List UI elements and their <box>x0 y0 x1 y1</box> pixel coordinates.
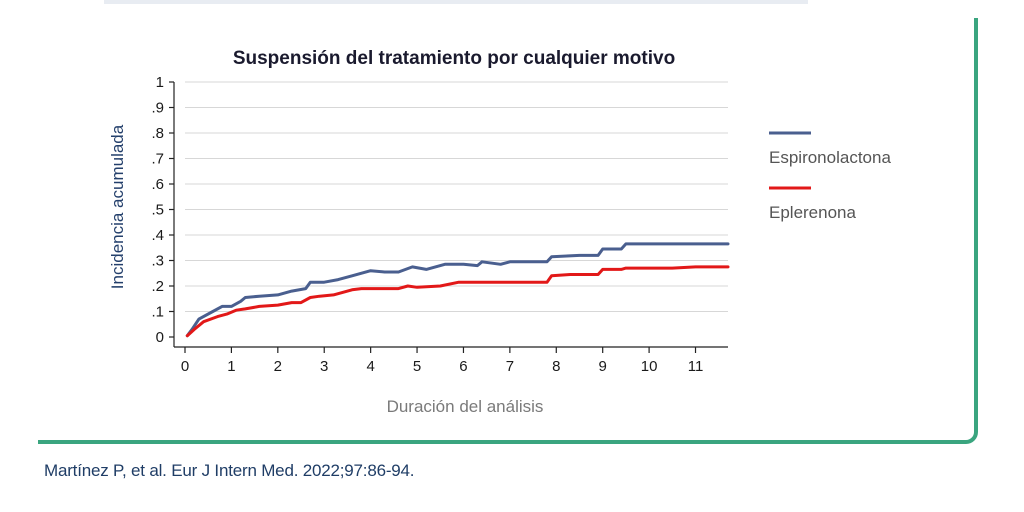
x-tick-label-9: 9 <box>599 358 607 375</box>
x-tick-label-8: 8 <box>552 358 560 375</box>
legend: Espironolactona Eplerenona <box>769 131 891 222</box>
x-tick-label-10: 10 <box>641 358 658 375</box>
y-axis-label: Incidencia acumulada <box>108 124 127 289</box>
gridlines <box>185 81 728 312</box>
y-tick-label-8: .8 <box>151 125 164 142</box>
x-tick-label-0: 0 <box>181 358 189 375</box>
x-tick-label-7: 7 <box>506 358 514 375</box>
y-tick-label-0: 0 <box>156 329 164 346</box>
y-tick-label-6: .6 <box>151 176 164 193</box>
series-line-eplerenona <box>185 265 730 338</box>
x-tick-label-4: 4 <box>366 358 374 375</box>
x-tick-label-6: 6 <box>459 358 467 375</box>
y-tick-label-1: .1 <box>151 304 164 321</box>
y-tick-label-7: .7 <box>151 151 164 168</box>
x-tick-label-1: 1 <box>227 358 235 375</box>
y-tick-label-4: .4 <box>151 227 164 244</box>
top-rule <box>104 0 808 4</box>
x-tick-label-2: 2 <box>274 358 282 375</box>
citation: Martínez P, et al. Eur J Intern Med. 202… <box>44 461 415 480</box>
series-lines <box>185 242 730 338</box>
x-axis-label: Duración del análisis <box>387 397 544 416</box>
y-tick-label-3: .3 <box>151 253 164 270</box>
x-tick-label-11: 11 <box>688 358 704 375</box>
x-tick-label-5: 5 <box>413 358 421 375</box>
y-tick-label-9: .9 <box>151 100 164 117</box>
series-line-espironolactona <box>185 242 730 338</box>
y-tick-label-2: .2 <box>151 278 164 295</box>
legend-label-espironolactona: Espironolactona <box>769 148 891 167</box>
y-tick-label-10: 1 <box>156 74 164 91</box>
axes: 0.1.2.3.4.5.6.7.8.910 1 2 3 4 5 6 7 8 9 10 11 <box>151 74 728 375</box>
chart-title: Suspensión del tratamiento por cualquier… <box>233 48 675 69</box>
y-tick-label-5: .5 <box>151 202 164 219</box>
legend-label-eplerenona: Eplerenona <box>769 203 857 222</box>
figure-panel-border <box>38 18 978 444</box>
x-tick-label-3: 3 <box>320 358 328 375</box>
